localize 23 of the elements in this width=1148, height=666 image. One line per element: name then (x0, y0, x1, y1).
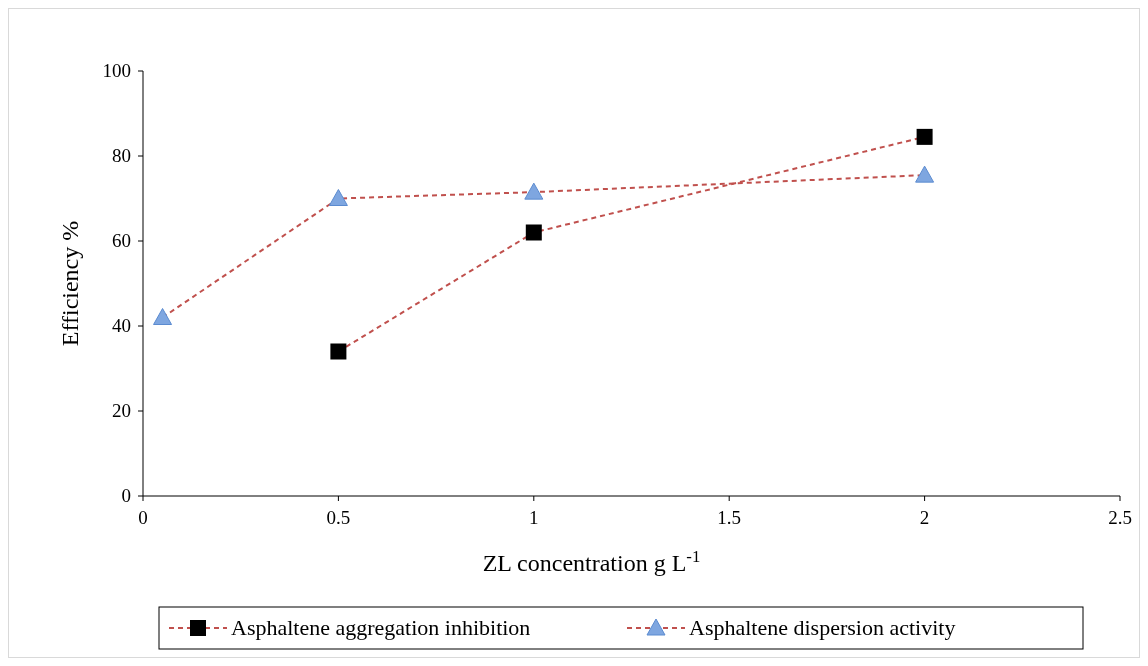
x-tick-label: 0.5 (326, 507, 351, 528)
point (915, 165, 935, 183)
y-tick-label: 20 (112, 400, 131, 421)
y-tick-label: 0 (121, 485, 131, 506)
point (328, 189, 348, 206)
y-tick-label: 80 (112, 145, 131, 166)
point (524, 182, 544, 200)
legend-label: Asphaltene dispersion activity (689, 615, 956, 640)
x-tick-label: 2.5 (1108, 507, 1132, 528)
point (916, 128, 933, 145)
x-tick-label: 2 (919, 507, 930, 528)
x-tick-label: 1 (529, 507, 539, 528)
x-tick-label: 0 (138, 507, 148, 528)
x-tick-label: 1.5 (717, 507, 742, 528)
point (153, 308, 173, 325)
x-axis-title: ZL concentration g L$^{-1}$ (482, 546, 701, 576)
y-tick-label: 100 (102, 60, 131, 81)
point (525, 224, 542, 241)
y-axis-title: Efficiency % (57, 220, 83, 347)
y-tick-label: 60 (112, 230, 131, 251)
legend-label: Asphaltene aggregation inhibition (231, 615, 531, 640)
y-tick-label: 40 (112, 315, 131, 336)
point (330, 343, 347, 360)
